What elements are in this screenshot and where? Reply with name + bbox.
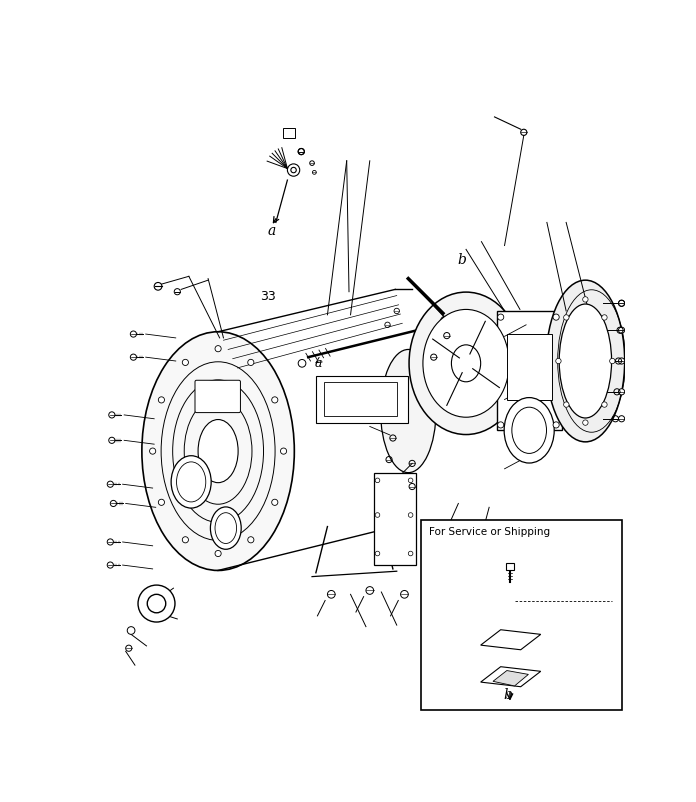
- Circle shape: [182, 360, 189, 366]
- Circle shape: [511, 684, 515, 688]
- Circle shape: [109, 412, 115, 419]
- Circle shape: [107, 562, 113, 569]
- Circle shape: [158, 397, 164, 403]
- Circle shape: [498, 314, 504, 321]
- Ellipse shape: [198, 420, 238, 483]
- Ellipse shape: [381, 350, 436, 473]
- Bar: [374, 473, 416, 565]
- Circle shape: [553, 423, 559, 428]
- Polygon shape: [481, 630, 541, 650]
- Circle shape: [555, 358, 561, 364]
- Circle shape: [529, 633, 534, 638]
- Circle shape: [158, 500, 164, 506]
- Circle shape: [130, 331, 136, 338]
- Circle shape: [409, 479, 413, 483]
- Circle shape: [504, 630, 508, 634]
- Circle shape: [602, 403, 607, 407]
- Circle shape: [248, 360, 254, 366]
- Bar: [507, 334, 551, 400]
- Text: 33: 33: [260, 290, 276, 303]
- Circle shape: [215, 346, 221, 352]
- Ellipse shape: [452, 346, 481, 383]
- Circle shape: [298, 360, 306, 367]
- Circle shape: [271, 500, 278, 506]
- Bar: [316, 377, 409, 423]
- Ellipse shape: [171, 456, 211, 508]
- Circle shape: [409, 513, 413, 517]
- Circle shape: [298, 149, 304, 156]
- Circle shape: [619, 389, 625, 395]
- Circle shape: [287, 164, 300, 177]
- Text: For Service or Shipping: For Service or Shipping: [429, 527, 551, 537]
- Ellipse shape: [210, 508, 242, 549]
- Circle shape: [155, 283, 162, 291]
- Circle shape: [291, 168, 296, 173]
- Bar: [497, 311, 562, 431]
- Circle shape: [248, 537, 254, 543]
- Bar: [324, 383, 397, 417]
- Circle shape: [148, 594, 166, 613]
- Circle shape: [486, 678, 491, 683]
- Text: b: b: [458, 253, 466, 267]
- Circle shape: [280, 448, 287, 455]
- Ellipse shape: [142, 332, 294, 571]
- Bar: [283, 128, 295, 139]
- Polygon shape: [493, 670, 528, 686]
- Circle shape: [504, 666, 508, 670]
- Circle shape: [583, 298, 588, 302]
- Circle shape: [174, 290, 180, 295]
- Circle shape: [498, 423, 504, 428]
- Circle shape: [375, 479, 380, 483]
- Ellipse shape: [504, 398, 554, 464]
- Ellipse shape: [423, 310, 509, 418]
- Polygon shape: [481, 667, 541, 687]
- Text: a: a: [268, 224, 276, 237]
- Circle shape: [182, 537, 189, 543]
- Circle shape: [505, 596, 515, 607]
- Ellipse shape: [559, 305, 612, 419]
- Circle shape: [107, 539, 113, 545]
- Circle shape: [138, 585, 175, 622]
- Circle shape: [507, 599, 512, 604]
- Circle shape: [529, 670, 534, 674]
- Circle shape: [553, 314, 559, 321]
- Circle shape: [409, 552, 413, 556]
- Bar: [421, 520, 622, 710]
- Circle shape: [110, 500, 116, 507]
- Circle shape: [619, 358, 625, 365]
- Circle shape: [127, 627, 135, 634]
- Circle shape: [150, 448, 156, 455]
- Ellipse shape: [512, 407, 546, 454]
- Circle shape: [564, 403, 569, 407]
- Text: a: a: [315, 357, 322, 370]
- Circle shape: [602, 315, 607, 321]
- Circle shape: [486, 642, 491, 646]
- Circle shape: [619, 416, 625, 423]
- Circle shape: [610, 358, 615, 364]
- Circle shape: [619, 328, 625, 334]
- Circle shape: [130, 354, 136, 361]
- Circle shape: [583, 420, 588, 426]
- Text: b: b: [503, 687, 512, 702]
- Circle shape: [107, 481, 113, 488]
- Circle shape: [564, 315, 569, 321]
- Circle shape: [511, 647, 515, 651]
- Circle shape: [215, 551, 221, 557]
- Ellipse shape: [409, 293, 523, 435]
- Circle shape: [619, 301, 625, 307]
- Circle shape: [375, 513, 380, 517]
- Circle shape: [271, 397, 278, 403]
- Ellipse shape: [546, 281, 625, 443]
- Circle shape: [375, 552, 380, 556]
- Circle shape: [109, 438, 115, 444]
- FancyBboxPatch shape: [195, 381, 240, 413]
- Bar: [506, 563, 514, 571]
